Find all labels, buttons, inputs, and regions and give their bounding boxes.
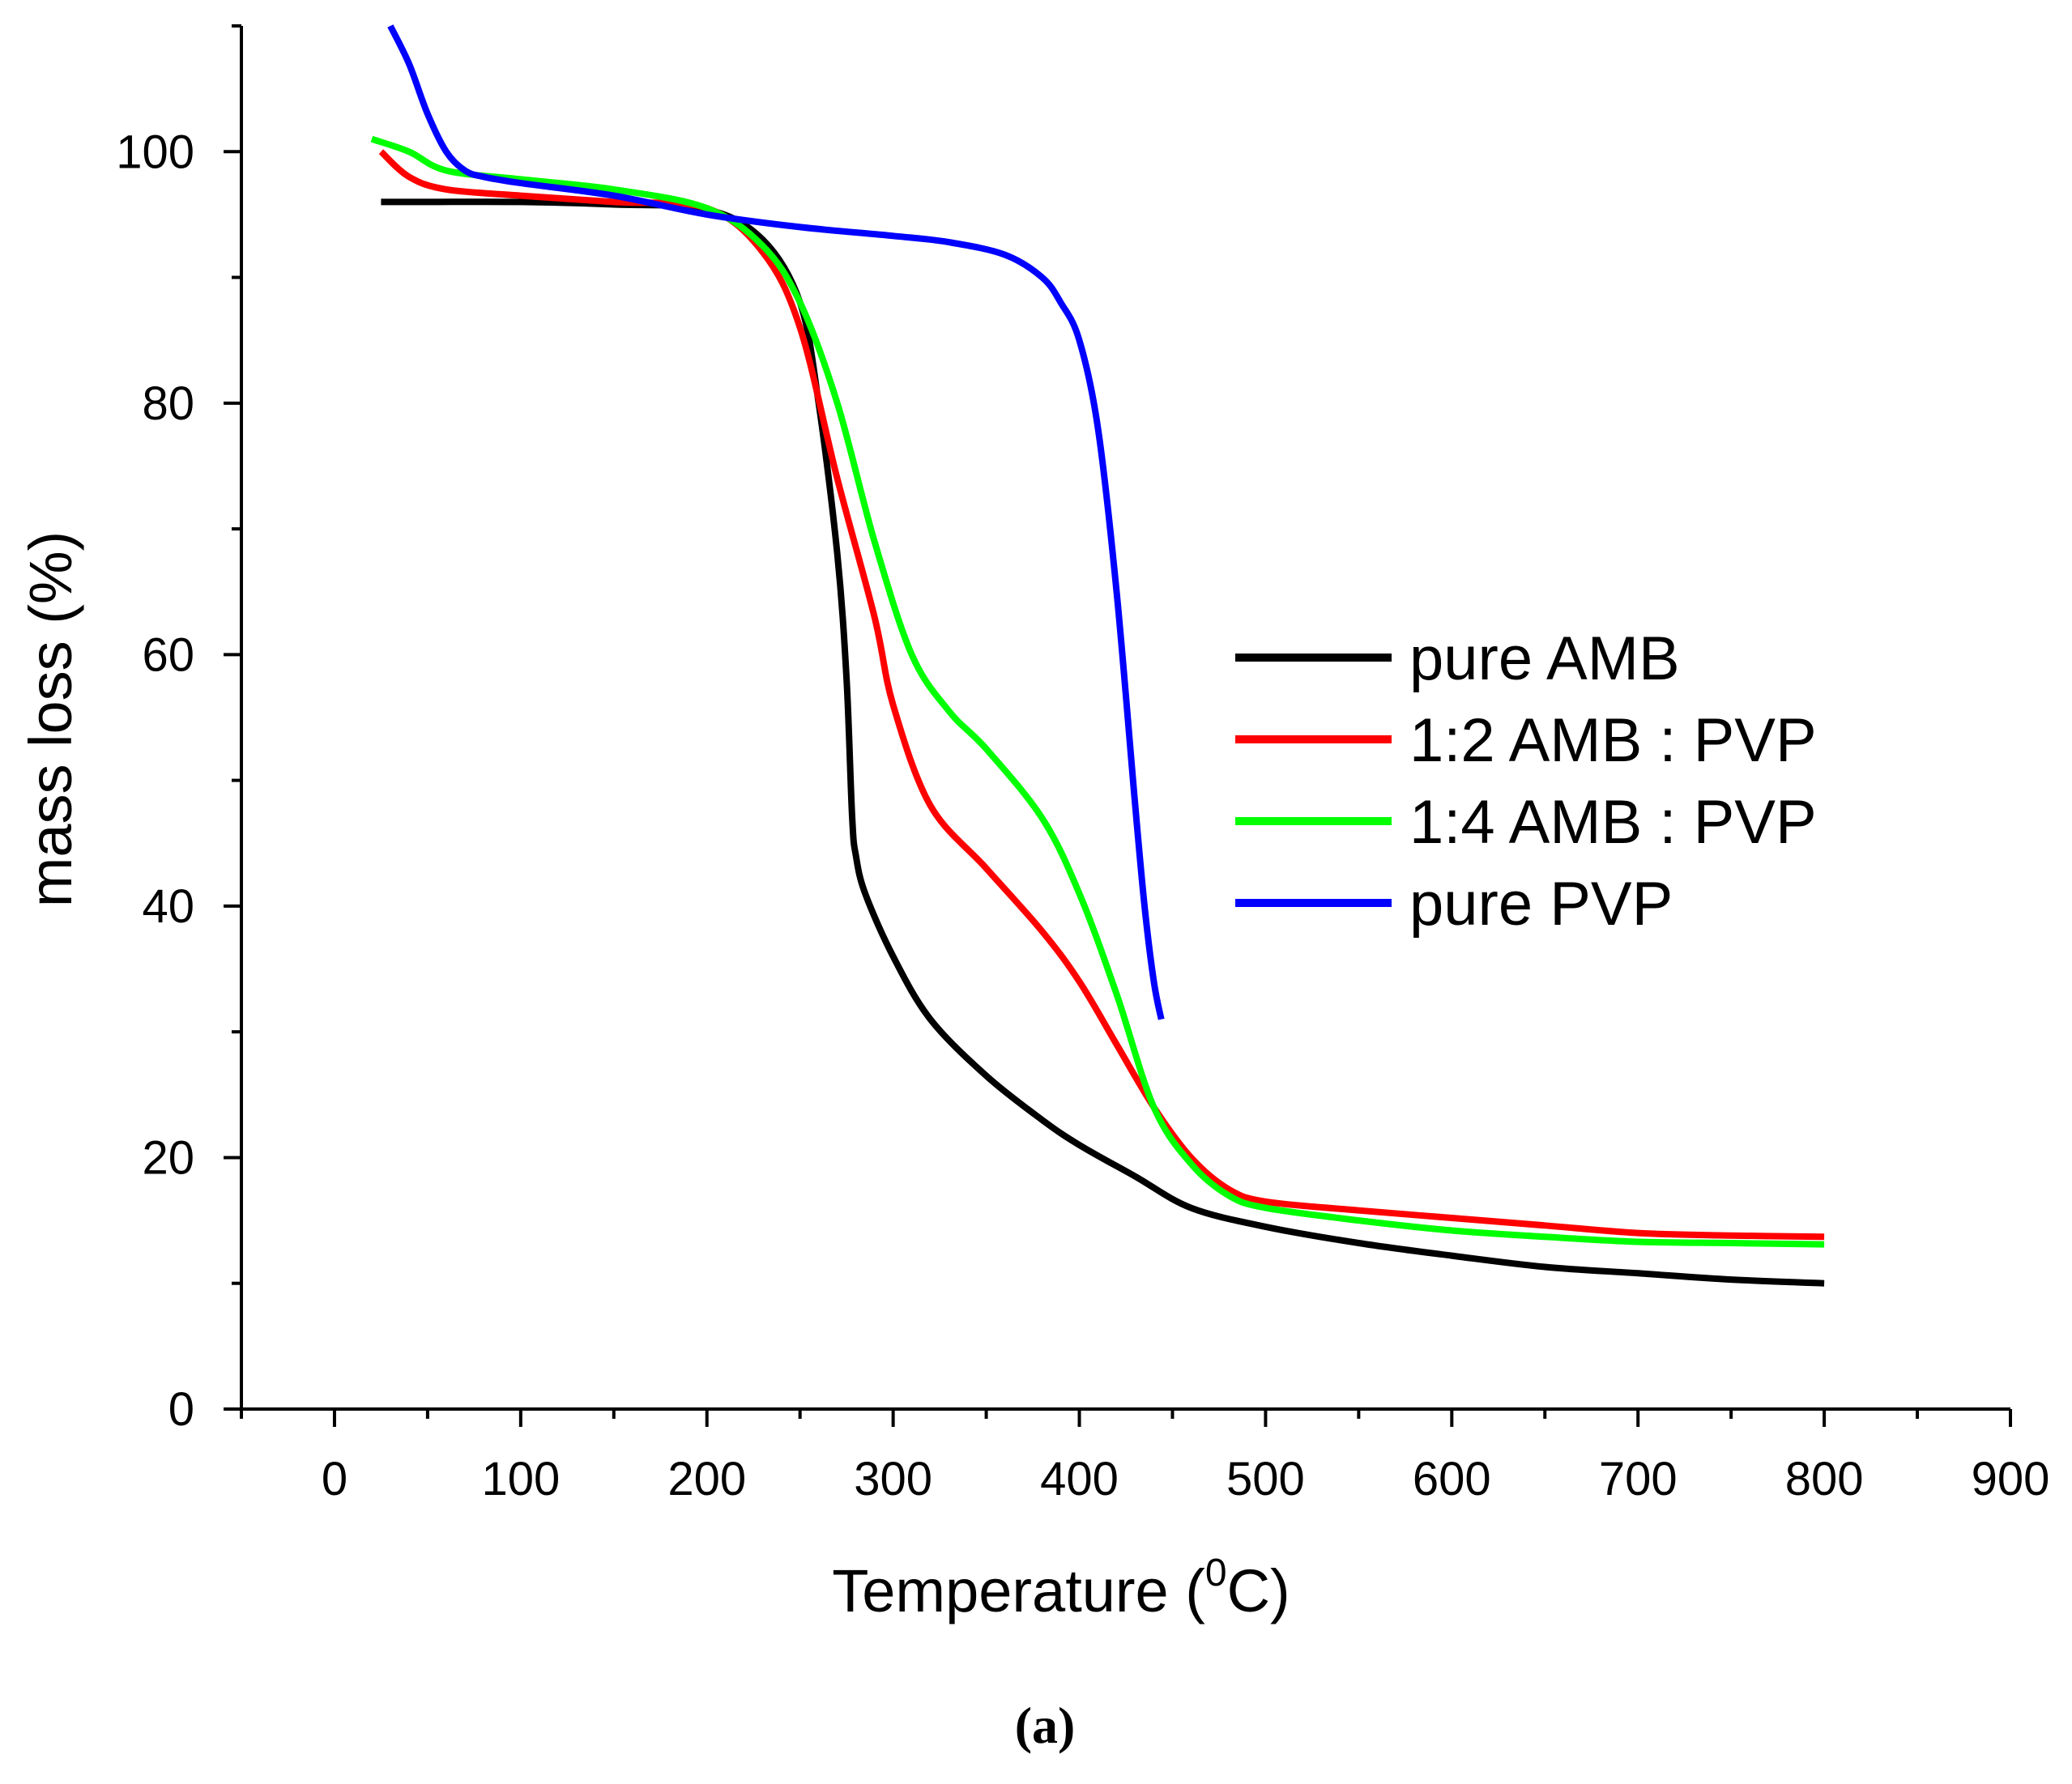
- x-axis-title: Temperature (0C): [832, 1552, 1290, 1624]
- legend-label-1-4-amb-pvp: 1:4 AMB : PVP: [1409, 788, 1817, 857]
- axes: 0 20 40 60 80 100 0 100 200 300 400 500 600 700 800 900: [116, 24, 2050, 1505]
- y-tick-label: 80: [142, 377, 194, 430]
- x-tick-label: 500: [1226, 1453, 1305, 1505]
- y-tick-label: 100: [116, 126, 194, 178]
- x-tick-label: 100: [481, 1453, 560, 1505]
- x-tick-label: 300: [854, 1453, 932, 1505]
- x-axis-title-main: Temperature (: [832, 1557, 1205, 1624]
- figure-caption: (a): [1015, 1697, 1076, 1754]
- legend-label-pure-amb: pure AMB: [1409, 624, 1680, 693]
- x-tick-label: 600: [1413, 1453, 1491, 1505]
- series-line-1-4-amb-pvp: [370, 135, 1825, 1248]
- x-axis-title-superscript: 0: [1205, 1552, 1227, 1595]
- series-line-1-2-amb-pvp: [378, 149, 1825, 1241]
- y-tick-label: 60: [142, 628, 194, 681]
- series-layer: [370, 24, 1825, 1287]
- legend: pure AMB 1:2 AMB : PVP 1:4 AMB : PVP pure P…: [1235, 624, 1817, 939]
- legend-label-pure-pvp: pure PVP: [1409, 870, 1673, 939]
- y-axis-title: mass loss (%): [17, 531, 84, 908]
- y-tick-label: 20: [142, 1131, 194, 1184]
- x-axis-title-tail: C): [1227, 1557, 1290, 1624]
- legend-label-1-2-amb-pvp: 1:2 AMB : PVP: [1409, 706, 1817, 775]
- x-tick-label: 700: [1599, 1453, 1678, 1505]
- x-tick-label: 800: [1785, 1453, 1864, 1505]
- y-tick-label: 40: [142, 880, 194, 933]
- y-tick-label: 0: [168, 1383, 194, 1436]
- x-tick-label: 900: [1972, 1453, 2050, 1505]
- x-tick-label: 200: [667, 1453, 746, 1505]
- series-line-pure-pvp: [387, 24, 1165, 1020]
- x-tick-label: 0: [322, 1453, 347, 1505]
- x-tick-label: 400: [1040, 1453, 1119, 1505]
